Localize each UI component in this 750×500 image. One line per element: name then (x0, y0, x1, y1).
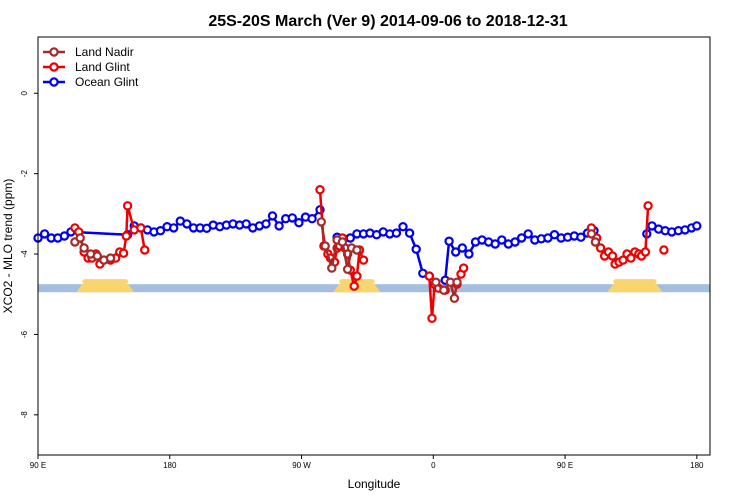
land-nadir-point (75, 233, 85, 243)
land-glint-point (427, 313, 437, 323)
ocean-glint-point (307, 213, 317, 224)
land-glint-point (458, 263, 469, 273)
y-tick-label-2: -4 (20, 250, 29, 258)
legend-label-land-nadir: Land Nadir (75, 45, 134, 59)
land-glint-point (349, 281, 359, 291)
y-tick-label-1: -2 (20, 170, 29, 178)
land-glint-point (315, 184, 325, 195)
ocean-glint-point (464, 249, 474, 259)
legend-item-land-glint: Land Glint (43, 60, 130, 74)
land-nadir-point (431, 277, 441, 287)
land-segment-cap-0 (82, 279, 129, 285)
series-land-nadir (70, 217, 601, 303)
y-axis: 0 -2 -4 -6 -8 (20, 90, 38, 418)
land-segment-2 (607, 284, 663, 293)
land-nadir-point (342, 264, 353, 274)
land-glint-point (122, 201, 133, 211)
ocean-glint-point (274, 221, 284, 231)
land-glint-point (659, 245, 669, 255)
ocean-glint-point (294, 217, 304, 228)
x-axis-label: Longitude (348, 477, 401, 491)
y-tick-label-4: -8 (20, 411, 29, 419)
ocean-glint-point (692, 221, 702, 231)
land-nadir-point (320, 241, 330, 251)
land-ocean-band (38, 279, 710, 293)
land-nadir-point (79, 243, 89, 253)
ocean-glint-point (444, 236, 454, 246)
legend-item-land-nadir: Land Nadir (43, 45, 134, 59)
land-nadir-point (352, 245, 362, 255)
legend-marker-land-glint (49, 62, 59, 72)
land-glint-point (352, 271, 362, 281)
y-tick-label-0: 0 (20, 90, 29, 95)
land-segment-cap-1 (339, 279, 375, 285)
ocean-glint-point (516, 233, 527, 243)
legend-item-ocean-glint: Ocean Glint (43, 75, 139, 89)
ocean-glint-point (490, 239, 500, 249)
x-tick-label-4: 90 E (557, 461, 573, 470)
legend-label-ocean-glint: Ocean Glint (75, 75, 139, 89)
ocean-glint-point (155, 225, 166, 236)
ocean-glint-point (510, 237, 520, 247)
x-tick-label-5: 180 (690, 461, 704, 470)
land-glint-point (595, 243, 606, 253)
plot-area (33, 36, 711, 456)
ocean-glint-point (59, 231, 70, 241)
land-glint-point (424, 271, 434, 281)
ocean-glint-point (576, 232, 586, 242)
ocean-glint-point (523, 229, 533, 239)
ocean-glint-point (451, 247, 461, 257)
legend-marker-land-nadir (49, 47, 59, 57)
ocean-glint-point (182, 219, 192, 229)
x-tick-label-0: 90 E (30, 461, 46, 470)
ocean-glint-point (404, 228, 415, 238)
x-tick-label-1: 180 (163, 461, 177, 470)
land-nadir-point (337, 237, 348, 247)
land-nadir-point (439, 285, 449, 295)
ocean-glint-point (261, 219, 271, 229)
x-axis: 90 E 180 90 W 0 90 E 180 (30, 455, 704, 470)
chart-title: 25S-20S March (Ver 9) 2014-09-06 to 2018… (208, 13, 567, 30)
land-glint-point (643, 201, 653, 211)
x-tick-label-3: 0 (431, 461, 436, 470)
legend-marker-ocean-glint (49, 77, 59, 87)
ocean-glint-point (39, 229, 50, 239)
ocean-glint-point (241, 219, 251, 229)
ocean-glint-point (287, 213, 297, 223)
land-segment-cap-2 (613, 279, 657, 285)
land-nadir-point (92, 251, 103, 261)
land-glint-point (626, 253, 636, 263)
land-glint-point (358, 255, 369, 265)
y-tick-label-3: -6 (20, 330, 29, 338)
plot-frame (37, 36, 711, 456)
land-glint-point (121, 231, 132, 241)
ocean-glint-point (168, 223, 179, 233)
y-axis-label: XCO2 - MLO trend (ppm) (1, 179, 15, 314)
land-nadir-point (452, 277, 462, 287)
land-glint-point (136, 223, 146, 233)
land-glint-point (139, 245, 150, 255)
legend-label-land-glint: Land Glint (75, 60, 130, 74)
land-nadir-point (586, 229, 597, 239)
land-glint-point (618, 255, 628, 265)
land-nadir-point (327, 263, 337, 273)
land-nadir-point (316, 217, 326, 227)
ocean-glint-point (267, 211, 278, 221)
land-glint-point (640, 247, 651, 257)
ocean-glint-point (391, 228, 402, 238)
land-nadir-point (449, 293, 460, 303)
land-nadir-point (105, 253, 116, 263)
series-layer (33, 184, 702, 323)
ocean-glint-point (457, 243, 467, 253)
land-glint-point (118, 248, 129, 258)
ocean-glint-point (411, 244, 421, 254)
land-segment-0 (76, 284, 135, 293)
x-tick-label-2: 90 W (292, 461, 311, 470)
land-glint-point (607, 251, 618, 261)
ocean-glint-point (497, 235, 507, 245)
ocean-glint-point (398, 221, 408, 232)
land-nadir-point (590, 237, 601, 247)
